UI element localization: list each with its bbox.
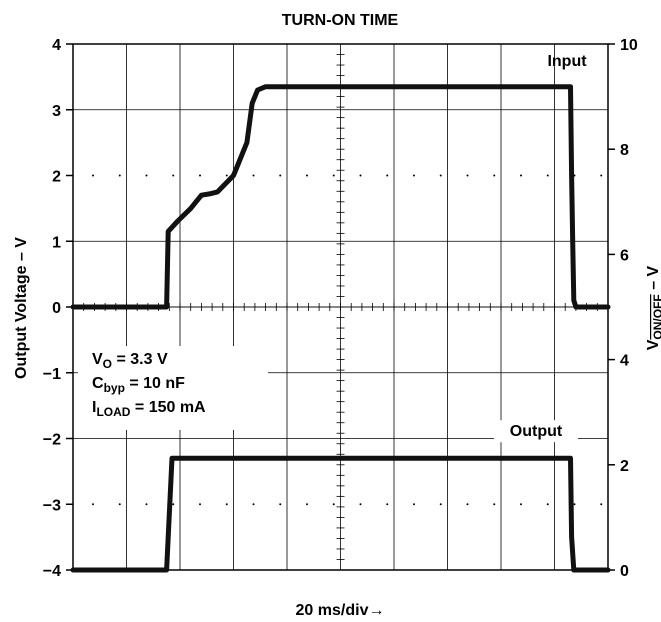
y-axis-right-label: VON/OFF – V bbox=[645, 265, 661, 350]
series-lines bbox=[70, 84, 611, 573]
condition-value: = 150 mA bbox=[130, 399, 206, 416]
grid-dot bbox=[573, 503, 576, 506]
condition-line: ILOAD = 150 mA bbox=[92, 399, 206, 419]
grid-dot bbox=[546, 503, 549, 506]
grid-dot bbox=[118, 174, 121, 177]
grid-dot bbox=[306, 174, 308, 177]
grid-dot bbox=[279, 174, 282, 177]
grid-dot bbox=[359, 503, 362, 506]
y-right-tick-label: 10 bbox=[620, 37, 638, 54]
y-right-tick-label: 2 bbox=[620, 458, 629, 475]
condition-symbol: C bbox=[92, 375, 104, 392]
grid-dot bbox=[493, 503, 496, 506]
y-right-tick-label: 6 bbox=[620, 247, 629, 264]
grid-dot bbox=[466, 503, 469, 506]
condition-subscript: byp bbox=[104, 381, 125, 395]
grid-dot bbox=[386, 174, 389, 177]
grid-dot bbox=[145, 503, 148, 506]
grid-dot bbox=[225, 174, 228, 177]
condition-subscript: LOAD bbox=[96, 405, 130, 419]
grid-dot bbox=[520, 174, 522, 177]
series-label-input: Input bbox=[547, 53, 587, 70]
grid-dot bbox=[493, 174, 496, 177]
grid-dot bbox=[600, 174, 603, 177]
condition-symbol: V bbox=[92, 351, 103, 368]
annotations: Input Output VO = 3.3 V Cbyp = 10 nF ILOAD =… bbox=[78, 53, 587, 443]
grid-dot bbox=[359, 174, 362, 177]
grid-dot bbox=[225, 503, 228, 506]
grid-dot bbox=[386, 503, 389, 506]
condition-line: Cbyp = 10 nF bbox=[92, 375, 185, 395]
conditions-box bbox=[78, 346, 268, 430]
y-left-tick-label: 2 bbox=[52, 169, 61, 186]
condition-symbol: I bbox=[92, 399, 96, 416]
grid-dot bbox=[546, 174, 549, 177]
grid-dot bbox=[439, 174, 442, 177]
series-label-output: Output bbox=[510, 423, 563, 440]
grid-dot bbox=[520, 503, 522, 506]
y-left-tick-label: 0 bbox=[52, 300, 61, 317]
y-axis-right-label-suffix: – V bbox=[645, 265, 661, 294]
y-right-tick-label: 0 bbox=[620, 563, 629, 580]
grid-dot bbox=[600, 503, 603, 506]
grid-dot bbox=[172, 503, 175, 506]
y-right-tick-label: 4 bbox=[620, 353, 629, 370]
grid-dot bbox=[199, 503, 201, 506]
y-left-tick-label: 4 bbox=[52, 37, 61, 54]
grid-dot bbox=[92, 503, 94, 506]
y-left-tick-label: −4 bbox=[43, 563, 61, 580]
grid-dot bbox=[279, 503, 282, 506]
y-left-tick-label: 1 bbox=[52, 234, 61, 251]
grid-dot bbox=[332, 174, 335, 177]
grid-dot bbox=[439, 503, 442, 506]
grid-dot bbox=[413, 174, 415, 177]
grid-dot bbox=[118, 503, 121, 506]
grid-dot bbox=[306, 503, 308, 506]
y-left-tick-label: −3 bbox=[43, 497, 61, 514]
y-axis-left-label: Output Voltage – V bbox=[13, 237, 30, 379]
series-input-line bbox=[70, 84, 611, 310]
grid-dot bbox=[332, 503, 335, 506]
grid-dot bbox=[252, 174, 255, 177]
y-right-tick-label: 8 bbox=[620, 142, 629, 159]
y-axis-right-label-base: V bbox=[645, 339, 661, 350]
grid-dot bbox=[199, 174, 201, 177]
y-axis-right-label-sub: ON/OFF bbox=[651, 294, 661, 339]
series-output-line bbox=[70, 455, 611, 573]
condition-value: = 3.3 V bbox=[112, 351, 168, 368]
grid-dot bbox=[172, 174, 175, 177]
y-left-tick-label: −2 bbox=[43, 432, 61, 449]
grid-dot bbox=[252, 503, 255, 506]
grid-dot bbox=[145, 174, 148, 177]
grid-dot bbox=[92, 174, 94, 177]
condition-subscript: O bbox=[103, 357, 112, 371]
grid-dot bbox=[413, 503, 415, 506]
y-left-tick-label: −1 bbox=[43, 366, 61, 383]
y-left-tick-label: 3 bbox=[52, 103, 61, 120]
grid-dot bbox=[466, 174, 469, 177]
condition-value: = 10 nF bbox=[125, 375, 185, 392]
condition-line: VO = 3.3 V bbox=[92, 351, 168, 371]
x-axis-label: 20 ms/div→ bbox=[296, 602, 385, 619]
series-label-output-bg bbox=[494, 420, 578, 443]
chart-title: TURN-ON TIME bbox=[282, 12, 399, 29]
